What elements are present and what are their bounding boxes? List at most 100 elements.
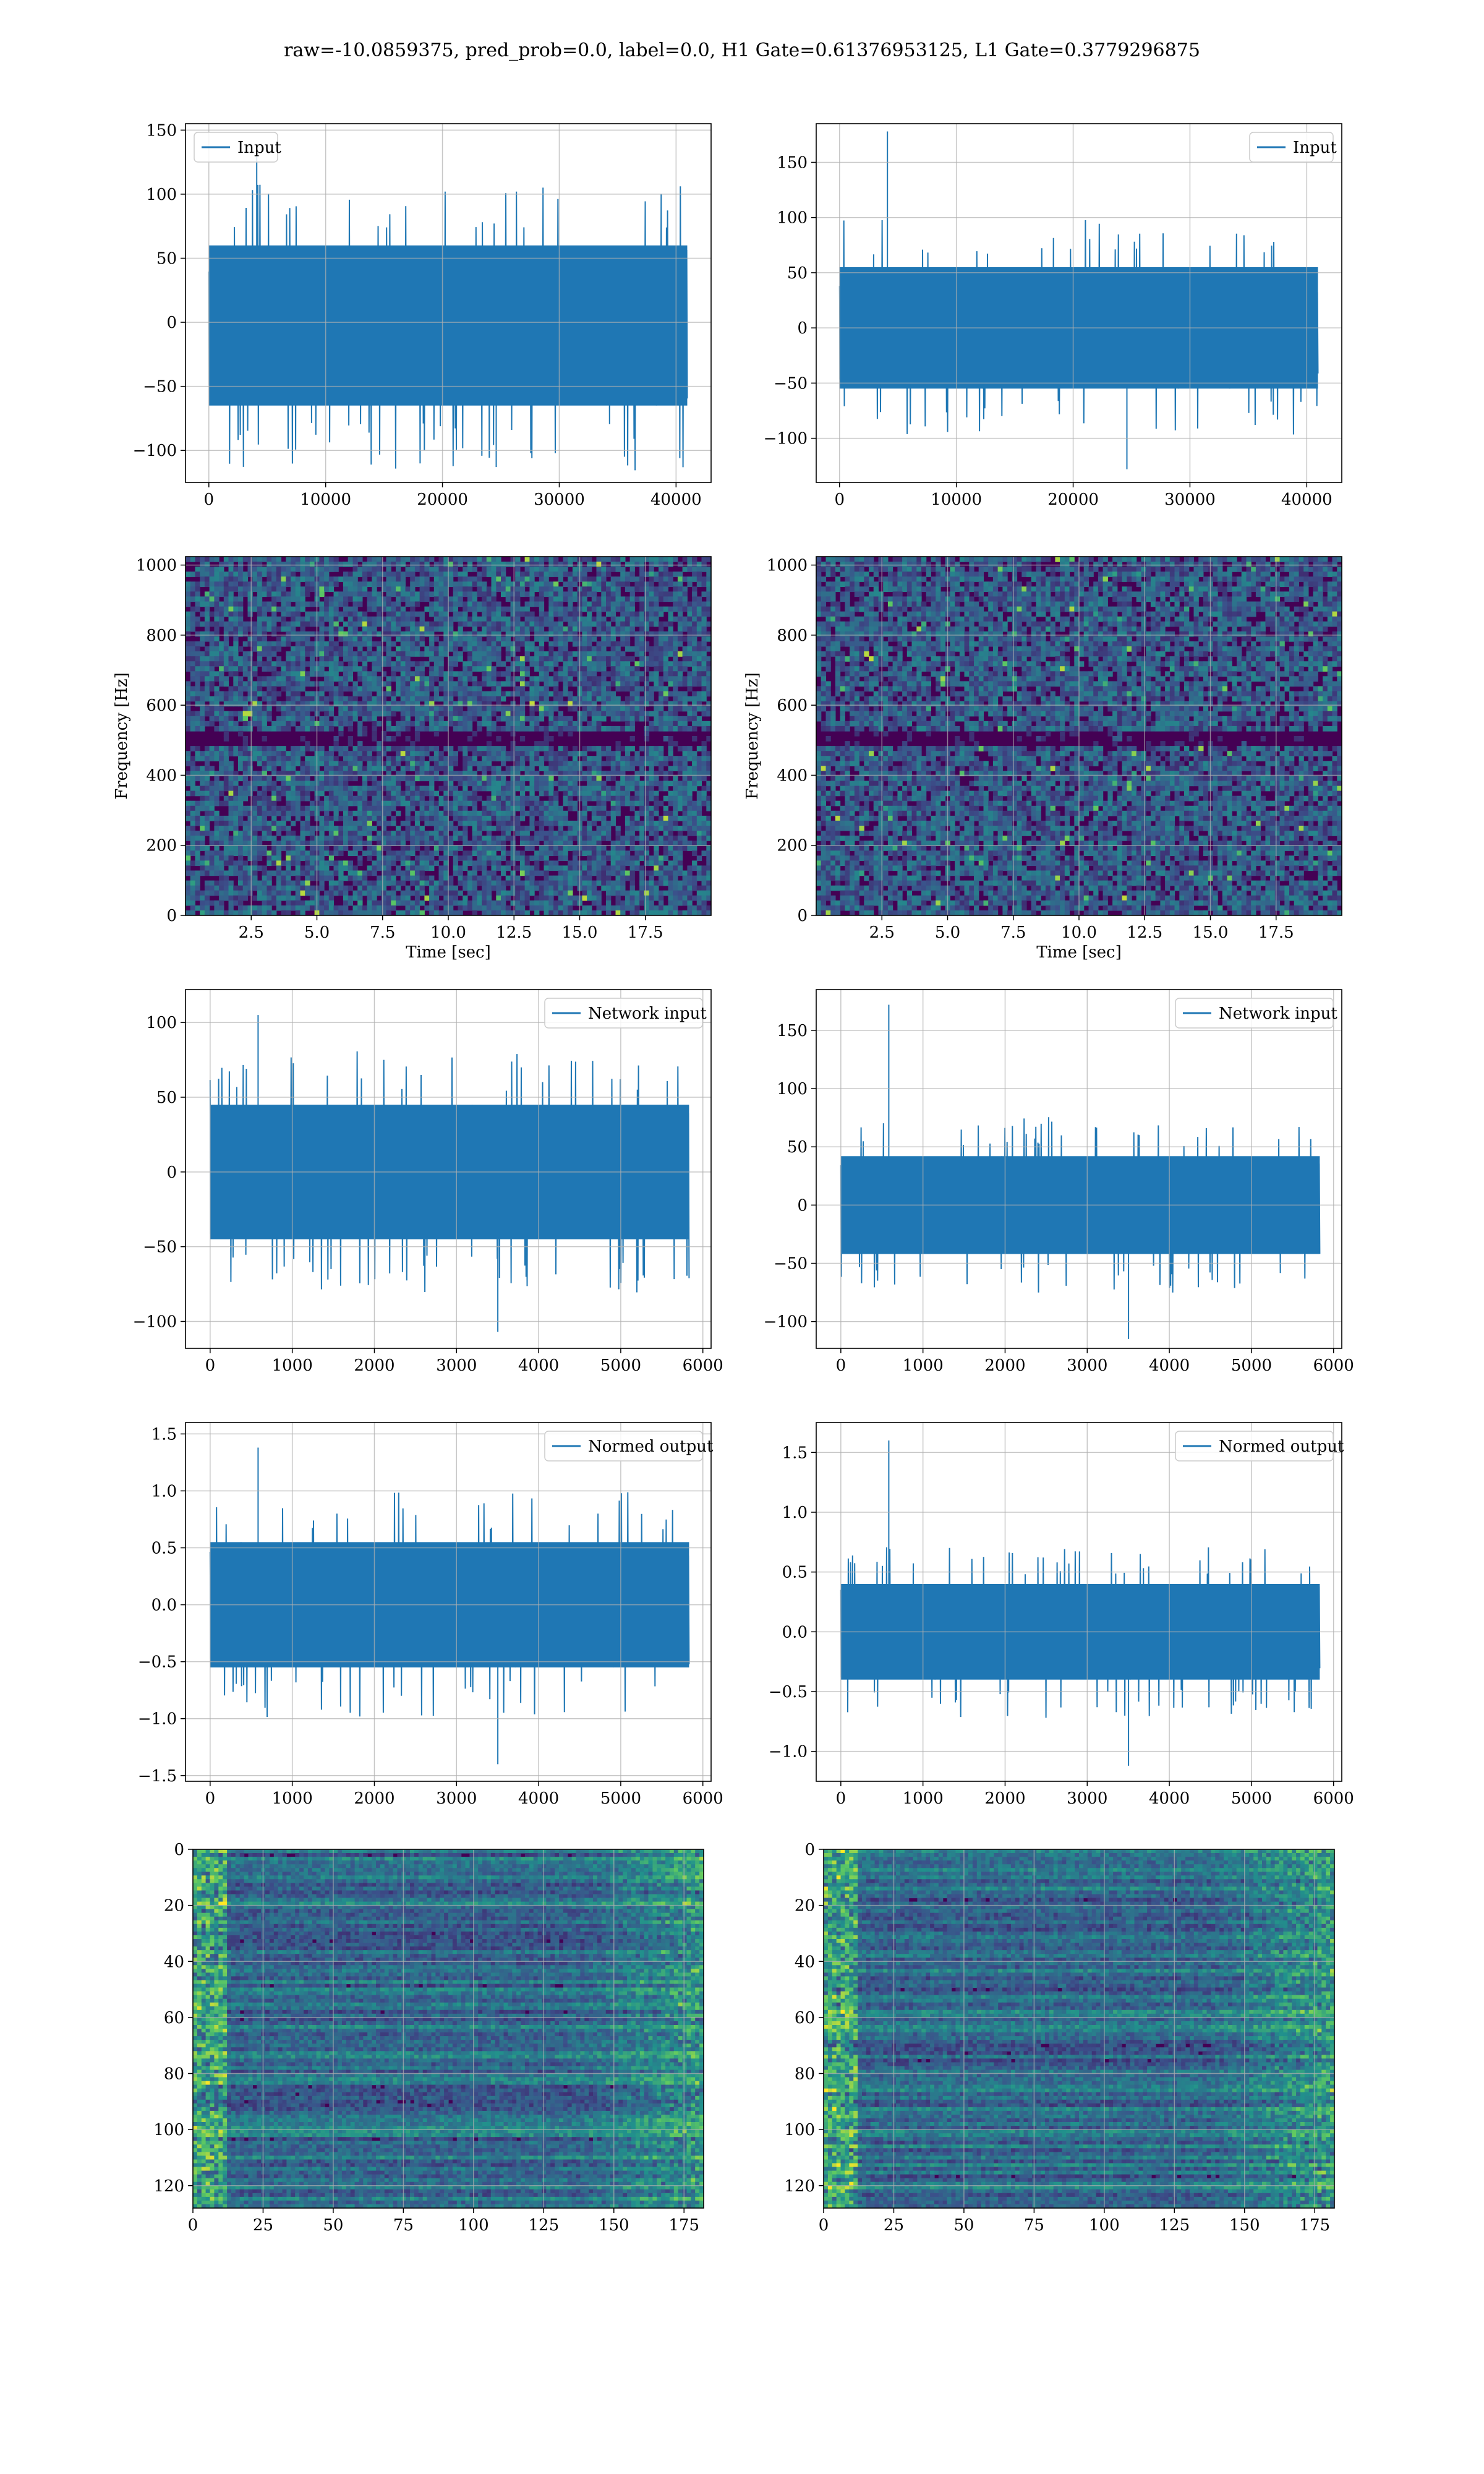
h1-spectrogram-cell	[300, 606, 305, 612]
h1-spectrogram-cell	[267, 681, 272, 687]
h1-spectrogram-cell	[200, 661, 205, 667]
h1-spectrogram-cell	[472, 820, 477, 826]
h1-spectrogram-cell	[386, 621, 391, 627]
h1-spectrogram-cell	[209, 571, 215, 577]
h1-spectrogram-cell	[563, 776, 568, 782]
h1-spectrogram-cell	[257, 601, 263, 607]
h1-spectrogram-cell	[186, 686, 191, 692]
h1-spectrogram-cell	[663, 696, 668, 702]
h1-spectrogram-cell	[419, 776, 425, 782]
h1-spectrogram-cell	[634, 621, 640, 627]
h1-spectrogram-cell	[209, 790, 215, 797]
h1-spectrogram-cell	[491, 616, 497, 622]
h1-spectrogram-cell	[610, 751, 616, 756]
h1-spectrogram-cell	[582, 831, 587, 836]
h1-spectrogram-cell	[615, 756, 621, 761]
h1-spectrogram-cell	[701, 751, 707, 756]
h1-spectrogram-cell	[572, 751, 578, 756]
h1-spectrogram-cell	[544, 706, 549, 712]
h1-spectrogram-cell	[377, 631, 382, 637]
h1-spectrogram-cell	[544, 557, 549, 562]
h1-spectrogram-cell	[381, 691, 387, 697]
h1-spectrogram-cell	[482, 562, 487, 567]
h1-spectrogram-cell	[519, 666, 526, 672]
h1-spectrogram-cell	[572, 651, 578, 657]
h1-spectrogram-cell	[634, 820, 640, 826]
h1-spectrogram-cell	[262, 586, 267, 592]
h1-spectrogram-cell	[668, 636, 673, 642]
h1-spectrogram-cell	[276, 820, 282, 826]
h1-spectrogram-cell	[486, 676, 492, 682]
h1-spectrogram-cell	[529, 721, 535, 727]
h1-spectrogram-cell	[362, 810, 368, 816]
h1-spectrogram-cell	[238, 756, 244, 761]
h1-spectrogram-cell	[625, 621, 631, 627]
h1-spectrogram-cell	[200, 621, 205, 627]
h1-spectrogram-cell	[348, 736, 353, 742]
h1-spectrogram-cell	[448, 656, 454, 662]
h1-spectrogram-cell	[572, 776, 578, 782]
h1-spectrogram-cell	[463, 676, 468, 682]
h1-spectrogram-cell	[491, 586, 497, 592]
h1-spectrogram-cell	[668, 721, 673, 727]
h1-spectrogram-cell	[343, 681, 349, 687]
h1-spectrogram-cell	[228, 790, 234, 797]
h1-spectrogram-cell	[677, 571, 683, 577]
h1-spectrogram-cell	[458, 671, 463, 677]
h1-spectrogram-cell	[701, 771, 707, 777]
h1-spectrogram-cell	[515, 820, 521, 826]
h1-spectrogram-cell	[587, 711, 592, 717]
h1-spectrogram-cell	[324, 781, 330, 787]
h1-spectrogram-cell	[663, 606, 668, 612]
h1-spectrogram-cell	[629, 606, 635, 612]
h1-spectrogram-cell	[410, 636, 416, 642]
h1-spectrogram-cell	[625, 766, 631, 771]
h1-spectrogram-cell	[524, 621, 530, 627]
h1-spectrogram-cell	[405, 671, 411, 677]
h1-spectrogram-cell	[414, 651, 420, 657]
h1-spectrogram-cell	[247, 676, 253, 682]
h1-spectrogram-cell	[252, 756, 258, 761]
h1-spectrogram-cell	[271, 671, 277, 677]
h1-spectrogram-cell	[386, 766, 391, 771]
h1-spectrogram-cell	[200, 701, 205, 707]
h1-spectrogram-cell	[629, 626, 635, 632]
h1-spectrogram-cell	[305, 701, 310, 707]
h1-spectrogram-cell	[496, 686, 501, 692]
h1-spectrogram-cell	[591, 805, 597, 811]
h1-spectrogram-cell	[396, 666, 401, 672]
h1-spectrogram-cell	[563, 567, 568, 572]
panels-layer: 0 10000 20000 30000 40000−100−50050100150Inp…	[113, 121, 1354, 2235]
h1-spectrogram-cell	[443, 651, 449, 657]
h1-spectrogram-cell	[472, 696, 477, 702]
h1-spectrogram-cell	[558, 671, 563, 677]
h1-spectrogram-cell	[692, 656, 697, 662]
h1-spectrogram-cell	[615, 567, 621, 572]
h1-spectrogram-cell	[477, 591, 482, 597]
h1-spectrogram-cell	[362, 805, 368, 811]
h1-spectrogram-cell	[214, 571, 220, 577]
h1-spectrogram-cell	[572, 785, 578, 792]
h1-spectrogram-cell	[453, 711, 458, 717]
h1-spectrogram-cell	[405, 800, 411, 807]
h1-spectrogram-cell	[328, 726, 335, 732]
h1-spectrogram-cell	[419, 686, 425, 692]
h1-spectrogram-cell	[553, 651, 559, 657]
h1-spectrogram-cell	[572, 567, 578, 572]
h1-spectrogram-cell	[568, 631, 573, 637]
h1-spectrogram-cell	[195, 671, 200, 677]
h1-spectrogram-cell	[505, 621, 511, 627]
h1-spectrogram-cell	[305, 711, 310, 717]
h1-spectrogram-cell	[391, 591, 396, 597]
h1-spectrogram-cell	[424, 766, 430, 771]
h1-spectrogram-cell	[491, 721, 497, 727]
h1-spectrogram-cell	[682, 746, 688, 751]
h1-spectrogram-cell	[482, 751, 487, 756]
h1-spectrogram-cell	[190, 696, 195, 702]
h1-spectrogram-cell	[505, 751, 511, 756]
h1-spectrogram-cell	[534, 581, 540, 587]
h1-spectrogram-cell	[328, 671, 335, 677]
h1-spectrogram-cell	[701, 646, 707, 652]
h1-spectrogram-cell	[677, 785, 683, 792]
h1-spectrogram-cell	[472, 831, 477, 836]
